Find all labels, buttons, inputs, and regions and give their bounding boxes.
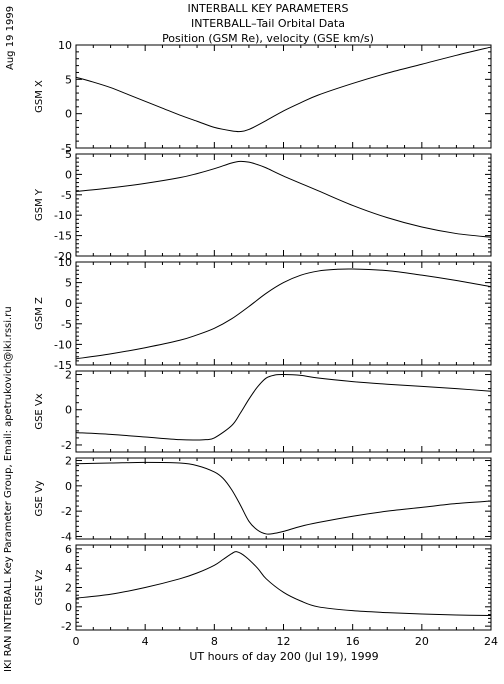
series-line (75, 46, 492, 133)
y-tick-label: 0 (65, 480, 72, 493)
y-tick-label: 10 (58, 256, 72, 269)
y-tick-label: 10 (58, 39, 72, 52)
y-axis-label: GSE Vz (34, 570, 45, 606)
x-tick-label: 4 (142, 635, 149, 648)
y-tick-label: 5 (65, 277, 72, 290)
y-tick-label: -2 (61, 620, 72, 633)
series-line (75, 551, 492, 617)
y-axis-label: GSE Vx (34, 393, 45, 429)
panel-frame (75, 457, 492, 540)
chart-title-line2: INTERBALL–Tail Orbital Data (191, 17, 345, 30)
x-tick-label: 24 (484, 635, 498, 648)
y-tick-label: 4 (65, 562, 72, 575)
series-line (75, 160, 492, 238)
y-tick-label: 0 (65, 168, 72, 181)
x-tick-label: 8 (211, 635, 218, 648)
y-tick-label: -20 (54, 250, 72, 263)
y-axis-label: GSM X (34, 80, 45, 113)
y-tick-label: 2 (65, 369, 72, 382)
y-tick-label: -5 (61, 142, 72, 155)
x-tick-label: 12 (277, 635, 291, 648)
y-tick-label: -15 (54, 359, 72, 372)
series-line (75, 461, 492, 535)
chart-title-line1: INTERBALL KEY PARAMETERS (188, 2, 349, 15)
y-tick-label: -10 (54, 338, 72, 351)
chart-title-line3: Position (GSM Re), velocity (GSE km/s) (162, 32, 374, 45)
x-tick-label: 16 (346, 635, 360, 648)
y-tick-label: -5 (61, 189, 72, 202)
y-axis-label: GSE Vy (34, 480, 45, 516)
panel-frame (75, 261, 492, 366)
y-tick-label: 0 (65, 601, 72, 614)
y-axis-label: GSM Y (34, 188, 45, 221)
series-line (75, 268, 492, 360)
y-tick-label: -10 (54, 209, 72, 222)
series-line (75, 373, 492, 441)
x-tick-label: 20 (415, 635, 429, 648)
panel-frame (75, 544, 492, 631)
y-axis-label: GSM Z (34, 297, 45, 330)
y-tick-label: -2 (61, 505, 72, 518)
panel-frame (75, 44, 492, 149)
y-tick-label: 0 (65, 297, 72, 310)
panel-frame (75, 153, 492, 257)
y-tick-label: 5 (65, 148, 72, 161)
y-tick-label: -5 (61, 318, 72, 331)
y-tick-label: -2 (61, 439, 72, 452)
y-tick-label: 5 (65, 73, 72, 86)
panel-frame (75, 370, 492, 453)
date-stamp: Aug 19 1999 (5, 6, 16, 70)
y-tick-label: 0 (65, 108, 72, 121)
credit-line: IKI RAN INTERBALL Key Parameter Group, E… (3, 306, 14, 672)
x-axis-label: UT hours of day 200 (Jul 19), 1999 (189, 650, 378, 663)
y-tick-label: 0 (65, 404, 72, 417)
y-tick-label: -15 (54, 230, 72, 243)
y-tick-label: 2 (65, 582, 72, 595)
y-tick-label: 6 (65, 543, 72, 556)
x-tick-label: 0 (73, 635, 80, 648)
y-tick-label: 2 (65, 455, 72, 468)
y-tick-label: -4 (61, 530, 72, 543)
